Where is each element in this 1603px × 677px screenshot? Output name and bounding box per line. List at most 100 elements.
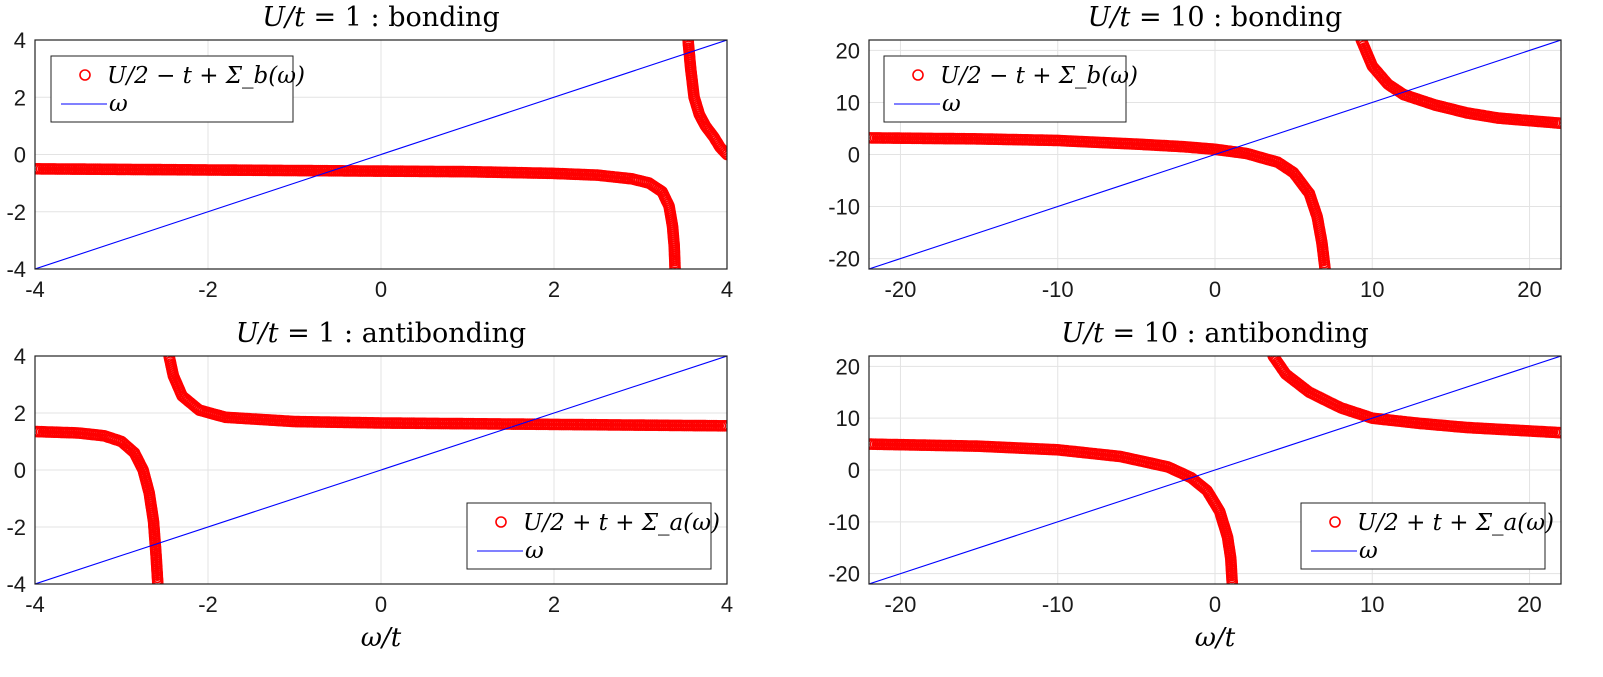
y-tick-label: -4 <box>6 572 26 597</box>
legend-entry-selfenergy: U/2 − t + Σ_b(ω) <box>940 63 1138 89</box>
series-0 <box>869 438 1239 584</box>
series-1 <box>682 40 727 161</box>
legend: U/2 − t + Σ_b(ω)ω <box>50 55 305 123</box>
x-tick-label: -20 <box>885 277 917 302</box>
y-tick-label: 10 <box>836 90 860 115</box>
panel-title: U/t = 1 : antibonding <box>236 318 526 349</box>
omega-line <box>869 40 1561 269</box>
omega-line <box>869 356 1561 584</box>
omega-line <box>35 40 727 269</box>
y-tick-label: 4 <box>14 28 26 53</box>
data-point <box>869 438 875 450</box>
x-tick-label: 10 <box>1360 592 1384 617</box>
x-tick-label: 20 <box>1517 277 1541 302</box>
data-point <box>669 263 681 269</box>
y-tick-label: 4 <box>14 344 26 369</box>
x-axis-label: ω/t <box>1195 623 1236 653</box>
series-0 <box>35 425 164 584</box>
axes-frame <box>868 355 1562 585</box>
x-tick-label: 20 <box>1517 592 1541 617</box>
x-tick-label: 10 <box>1360 277 1384 302</box>
x-tick-label: -4 <box>25 277 45 302</box>
y-tick-label: -2 <box>6 200 26 225</box>
x-tick-label: 0 <box>1209 592 1221 617</box>
data-point <box>35 425 41 438</box>
legend-marker-circle <box>912 69 924 81</box>
y-tick-label: 0 <box>848 458 860 483</box>
x-axis-label: ω/t <box>361 623 402 653</box>
data-point <box>35 163 41 175</box>
y-tick-label: -20 <box>828 562 860 587</box>
series-0 <box>869 132 1331 269</box>
legend-box <box>1300 502 1546 570</box>
series-1 <box>163 356 727 432</box>
series-2 <box>35 356 727 584</box>
x-tick-label: -10 <box>1042 592 1074 617</box>
x-tick-label: -10 <box>1042 277 1074 302</box>
data-point <box>152 578 164 584</box>
x-tick-label: 0 <box>1209 277 1221 302</box>
x-tick-label: 2 <box>548 592 560 617</box>
x-tick-label: 4 <box>721 592 733 617</box>
data-point <box>721 148 727 161</box>
y-tick-label: 0 <box>14 458 26 483</box>
y-tick-label: 10 <box>836 406 860 431</box>
y-tick-label: -2 <box>6 515 26 540</box>
panel-title: U/t = 10 : antibonding <box>1061 318 1369 349</box>
legend: U/2 + t + Σ_a(ω)ω <box>1300 502 1554 570</box>
y-tick-label: -10 <box>828 510 860 535</box>
x-tick-label: -2 <box>198 592 218 617</box>
legend-box <box>466 502 712 570</box>
data-point <box>1555 117 1561 130</box>
panel-top-right: -20 -10 0 10 20 -20 -10 0 10 20 U/t = 10 : bonding… <box>828 2 1562 302</box>
series-1 <box>1267 356 1561 439</box>
omega-line <box>35 356 727 584</box>
data-point <box>869 132 875 144</box>
legend-entry-selfenergy: U/2 − t + Σ_b(ω) <box>107 63 305 89</box>
legend-entry-omega: ω <box>1359 538 1378 564</box>
data-point <box>1555 426 1561 439</box>
x-tick-label: 2 <box>548 277 560 302</box>
panel-title: U/t = 10 : bonding <box>1088 2 1343 33</box>
x-tick-label: 4 <box>721 277 733 302</box>
series-2 <box>869 356 1561 584</box>
legend-box <box>50 55 294 123</box>
data-point <box>721 420 727 432</box>
data-point <box>1319 263 1331 269</box>
y-tick-label: -10 <box>828 195 860 220</box>
axes-frame <box>34 39 728 270</box>
data-point <box>718 145 727 158</box>
y-tick-label: 0 <box>14 143 26 168</box>
y-tick-label: -4 <box>6 257 26 282</box>
legend-entry-omega: ω <box>525 538 544 564</box>
panel-top-left: -4 -2 0 2 4 -4 -2 0 2 4 U/t = 1 : bonding U/2 − t +… <box>6 2 733 302</box>
y-tick-label: 20 <box>836 38 860 63</box>
x-tick-label: -2 <box>198 277 218 302</box>
y-tick-label: 2 <box>14 85 26 110</box>
x-tick-label: 0 <box>375 592 387 617</box>
legend-marker-circle <box>495 516 507 528</box>
legend: U/2 + t + Σ_a(ω)ω <box>466 502 720 570</box>
legend-entry-selfenergy: U/2 + t + Σ_a(ω) <box>523 510 720 536</box>
panel-title: U/t = 1 : bonding <box>262 2 499 33</box>
axes-frame <box>34 355 728 585</box>
panel-bottom-right: -20 -10 0 10 20 -20 -10 0 10 20 U/t = 10 : antibon… <box>828 318 1562 653</box>
legend-box <box>883 55 1127 123</box>
series-2 <box>869 40 1561 269</box>
series-0 <box>35 163 681 269</box>
axes-frame <box>868 39 1562 270</box>
legend: U/2 − t + Σ_b(ω)ω <box>883 55 1138 123</box>
panel-bottom-left: -4 -2 0 2 4 -4 -2 0 2 4 U/t = 1 : antibonding ω/t U/… <box>6 318 733 653</box>
data-point <box>719 147 727 159</box>
legend-entry-selfenergy: U/2 + t + Σ_a(ω) <box>1357 510 1554 536</box>
legend-marker-circle <box>1329 516 1341 528</box>
data-point <box>1226 578 1239 584</box>
x-tick-label: -20 <box>885 592 917 617</box>
series-1 <box>1355 40 1561 130</box>
y-tick-label: 20 <box>836 354 860 379</box>
y-tick-label: 2 <box>14 401 26 426</box>
y-tick-label: -20 <box>828 247 860 272</box>
x-tick-label: 0 <box>375 277 387 302</box>
legend-entry-omega: ω <box>109 91 128 117</box>
